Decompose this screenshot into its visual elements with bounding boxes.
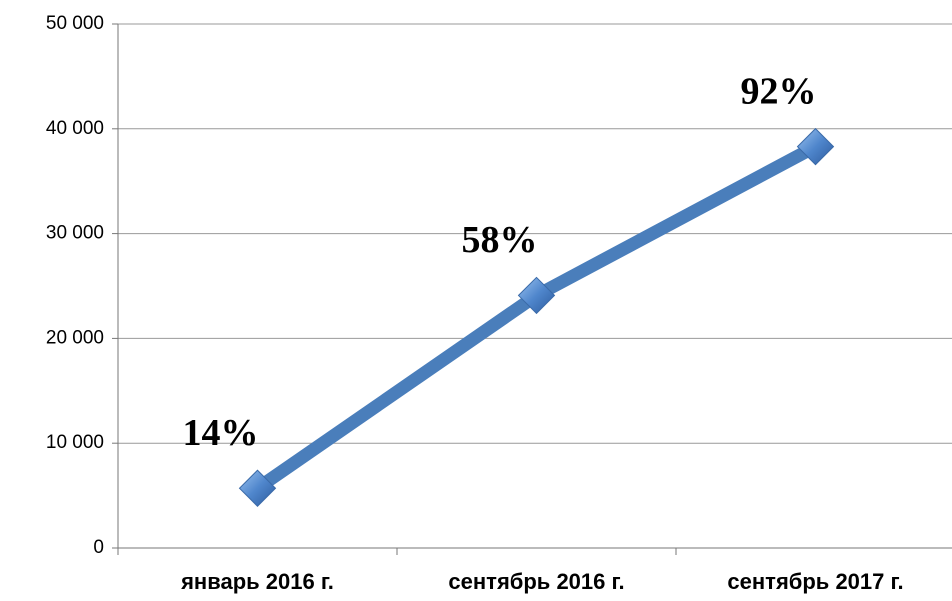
point-label: 58% (462, 219, 538, 261)
y-tick-label: 40 000 (46, 118, 104, 139)
point-label: 14% (183, 412, 259, 454)
y-tick-label: 10 000 (46, 432, 104, 453)
data-point (796, 127, 835, 166)
x-tick-label: январь 2016 г. (180, 569, 334, 594)
data-point (238, 469, 277, 507)
x-tick-label: сентябрь 2017 г. (727, 569, 903, 594)
y-tick-label: 20 000 (46, 327, 104, 348)
y-tick-label: 50 000 (46, 13, 104, 34)
data-point (517, 276, 556, 315)
y-tick-label: 30 000 (46, 223, 104, 244)
data-line (253, 140, 819, 494)
x-tick-label: сентябрь 2016 г. (448, 569, 624, 594)
point-label: 92% (741, 70, 817, 112)
y-tick-label: 0 (93, 537, 104, 558)
